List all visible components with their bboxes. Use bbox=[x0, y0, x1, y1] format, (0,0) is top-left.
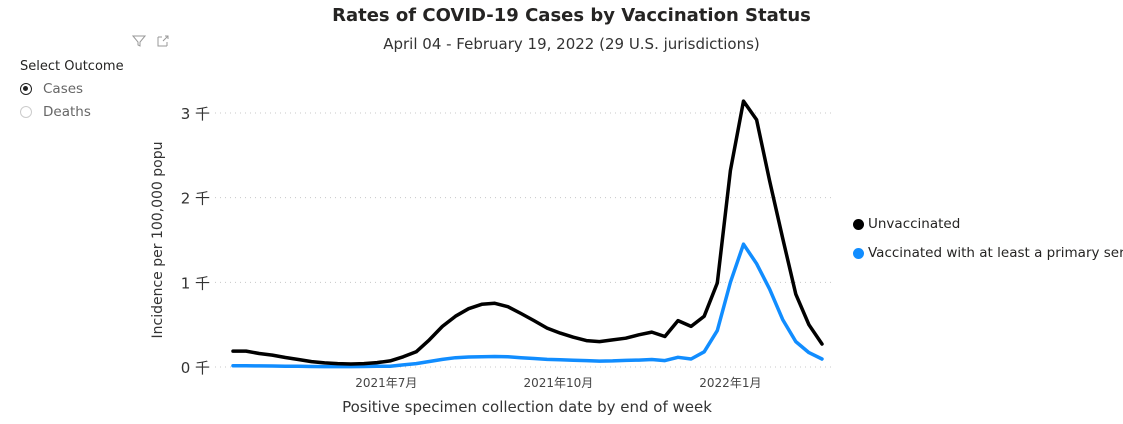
radio-label: Cases bbox=[43, 81, 84, 97]
y-tick-label: 2 千 bbox=[181, 190, 210, 208]
y-tick-label: 0 千 bbox=[181, 359, 210, 377]
legend-label: Vaccinated with at least a primary serie… bbox=[868, 245, 1123, 261]
radio-selected-icon[interactable] bbox=[20, 83, 32, 95]
radio-unselected-icon[interactable] bbox=[20, 106, 32, 118]
x-tick-label: 2021年10月 bbox=[523, 376, 593, 390]
legend-marker bbox=[853, 218, 864, 230]
y-tick-label: 3 千 bbox=[181, 105, 210, 123]
y-tick-label: 1 千 bbox=[181, 274, 210, 292]
x-tick-label: 2022年1月 bbox=[699, 376, 761, 390]
series-line-unvaccinated bbox=[231, 99, 824, 366]
radio-cases[interactable]: Cases bbox=[20, 81, 83, 97]
legend-item-vaccinated[interactable]: Vaccinated with at least a primary serie… bbox=[853, 245, 1123, 261]
x-tick-label: 2021年7月 bbox=[355, 376, 417, 390]
chart-title: Rates of COVID-19 Cases by Vaccination S… bbox=[332, 5, 811, 26]
x-axis-title: Positive specimen collection date by end… bbox=[342, 398, 712, 416]
slicer-title: Select Outcome bbox=[20, 59, 124, 74]
legend-marker bbox=[853, 247, 864, 259]
visual-header-icons bbox=[131, 34, 170, 52]
radio-label: Deaths bbox=[43, 104, 91, 120]
series-line-vaccinated bbox=[231, 242, 824, 369]
y-axis-title: Incidence per 100,000 popu bbox=[150, 142, 166, 339]
radio-deaths[interactable]: Deaths bbox=[20, 104, 91, 120]
filter-icon[interactable] bbox=[131, 34, 147, 52]
legend-item-unvaccinated[interactable]: Unvaccinated bbox=[853, 216, 960, 232]
focus-mode-icon[interactable] bbox=[156, 34, 170, 52]
legend-label: Unvaccinated bbox=[868, 216, 961, 232]
chart-subtitle: April 04 - February 19, 2022 (29 U.S. ju… bbox=[383, 35, 760, 53]
